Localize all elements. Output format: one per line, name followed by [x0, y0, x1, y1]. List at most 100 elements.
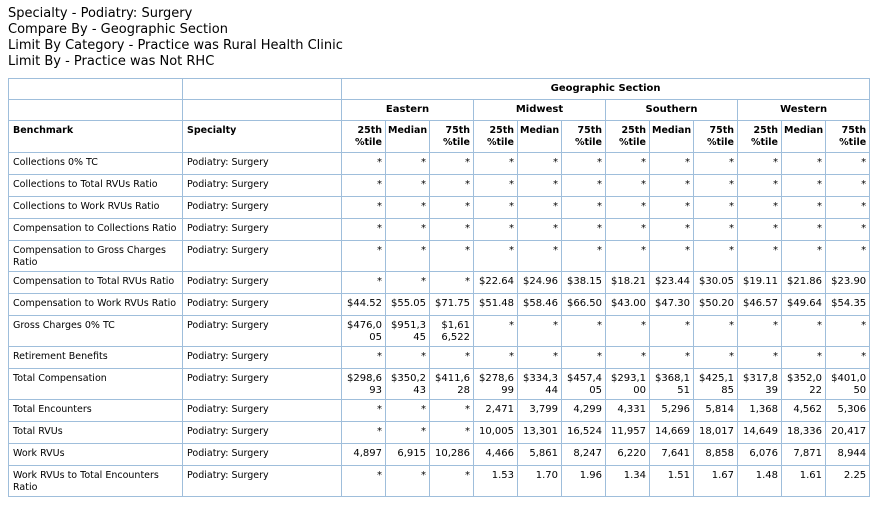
- specialty-cell: Podiatry: Surgery: [182, 218, 342, 241]
- value-cell: *: [649, 174, 694, 197]
- value-cell: *: [341, 271, 386, 294]
- value-cell: $43.00: [605, 293, 650, 316]
- table-row: Compensation to Gross Charges Ratio Podia…: [8, 240, 871, 272]
- section-header-southern: Southern: [605, 99, 738, 121]
- value-cell: $18.21: [605, 271, 650, 294]
- table-row: Compensation to Collections Ratio Podiatr…: [8, 218, 871, 241]
- value-cell: 8,247: [561, 443, 606, 466]
- value-cell: *: [649, 152, 694, 175]
- value-cell: 1.61: [781, 465, 826, 497]
- value-cell: 2.25: [824, 465, 871, 497]
- value-cell: *: [429, 240, 474, 272]
- value-cell: *: [605, 315, 650, 347]
- value-cell: *: [824, 174, 871, 197]
- empty-header-cell: [8, 78, 183, 100]
- value-cell: *: [517, 196, 562, 219]
- specialty-cell: Podiatry: Surgery: [182, 443, 342, 466]
- group-header-geographic-section: Geographic Section: [340, 78, 871, 100]
- value-cell: *: [341, 152, 386, 175]
- value-cell: 14,649: [737, 421, 782, 444]
- value-cell: 4,331: [605, 399, 650, 422]
- value-cell: 6,076: [737, 443, 782, 466]
- value-cell: $21.86: [781, 271, 826, 294]
- value-cell: *: [385, 218, 430, 241]
- value-cell: 8,944: [824, 443, 871, 466]
- value-cell: $23.44: [649, 271, 694, 294]
- value-cell: 14,669: [649, 421, 694, 444]
- value-cell: *: [429, 399, 474, 422]
- value-cell: *: [385, 271, 430, 294]
- benchmark-cell: Gross Charges 0% TC: [8, 315, 183, 347]
- value-cell: *: [781, 152, 826, 175]
- value-cell: 16,524: [561, 421, 606, 444]
- value-cell: *: [824, 240, 871, 272]
- filter-limit-by: Limit By - Practice was Not RHC: [8, 54, 215, 69]
- value-cell: *: [824, 196, 871, 219]
- value-cell: $38.15: [561, 271, 606, 294]
- value-cell: *: [737, 196, 782, 219]
- specialty-cell: Podiatry: Surgery: [182, 174, 342, 197]
- benchmark-cell: Total Encounters: [8, 399, 183, 422]
- value-cell: $401,050: [824, 368, 871, 400]
- value-cell: $71.75: [429, 293, 474, 316]
- subcolumn-header-75th: 75th %tile: [693, 120, 738, 153]
- subcolumn-header-25th: 25th %tile: [473, 120, 518, 153]
- value-cell: *: [385, 421, 430, 444]
- value-cell: *: [429, 218, 474, 241]
- specialty-column-header: Specialty: [182, 120, 342, 153]
- value-cell: *: [693, 346, 738, 369]
- value-cell: *: [605, 240, 650, 272]
- filter-compare-by: Compare By - Geographic Section: [8, 22, 228, 37]
- column-header-row: Benchmark Specialty 25th %tile Median 75…: [8, 120, 871, 153]
- value-cell: *: [517, 346, 562, 369]
- value-cell: 10,286: [429, 443, 474, 466]
- value-cell: *: [693, 152, 738, 175]
- specialty-cell: Podiatry: Surgery: [182, 346, 342, 369]
- value-cell: $58.46: [517, 293, 562, 316]
- value-cell: 3,799: [517, 399, 562, 422]
- table-row: Retirement Benefits Podiatry: Surgery * * * *…: [8, 346, 871, 369]
- specialty-cell: Podiatry: Surgery: [182, 465, 342, 497]
- section-header-row: Eastern Midwest Southern Western: [8, 99, 871, 121]
- value-cell: *: [341, 174, 386, 197]
- subcolumn-header-25th: 25th %tile: [341, 120, 386, 153]
- value-cell: *: [385, 465, 430, 497]
- value-cell: *: [737, 346, 782, 369]
- value-cell: *: [385, 399, 430, 422]
- value-cell: *: [473, 240, 518, 272]
- value-cell: *: [341, 218, 386, 241]
- value-cell: *: [781, 174, 826, 197]
- value-cell: *: [605, 174, 650, 197]
- value-cell: *: [517, 152, 562, 175]
- value-cell: 1.34: [605, 465, 650, 497]
- value-cell: 1.48: [737, 465, 782, 497]
- empty-header-cell: [182, 99, 342, 121]
- value-cell: *: [693, 196, 738, 219]
- value-cell: 20,417: [824, 421, 871, 444]
- value-cell: $49.64: [781, 293, 826, 316]
- value-cell: 7,641: [649, 443, 694, 466]
- value-cell: $47.30: [649, 293, 694, 316]
- value-cell: $23.90: [824, 271, 871, 294]
- value-cell: *: [473, 346, 518, 369]
- value-cell: 4,897: [341, 443, 386, 466]
- specialty-cell: Podiatry: Surgery: [182, 315, 342, 347]
- value-cell: *: [561, 218, 606, 241]
- value-cell: 4,466: [473, 443, 518, 466]
- value-cell: 6,915: [385, 443, 430, 466]
- report-filters: Specialty - Podiatry: Surgery Compare By…: [8, 6, 871, 70]
- value-cell: $278,699: [473, 368, 518, 400]
- table-row: Collections 0% TC Podiatry: Surgery * * * * * *…: [8, 152, 871, 175]
- specialty-cell: Podiatry: Surgery: [182, 240, 342, 272]
- value-cell: 1.70: [517, 465, 562, 497]
- table-row: Work RVUs Podiatry: Surgery 4,897 6,915 10,2…: [8, 443, 871, 466]
- benchmark-cell: Compensation to Total RVUs Ratio: [8, 271, 183, 294]
- value-cell: $425,185: [693, 368, 738, 400]
- value-cell: *: [781, 240, 826, 272]
- value-cell: *: [341, 196, 386, 219]
- value-cell: *: [429, 346, 474, 369]
- value-cell: 5,306: [824, 399, 871, 422]
- table-row: Total RVUs Podiatry: Surgery * * * 10,005 13,3…: [8, 421, 871, 444]
- value-cell: *: [473, 218, 518, 241]
- value-cell: *: [517, 218, 562, 241]
